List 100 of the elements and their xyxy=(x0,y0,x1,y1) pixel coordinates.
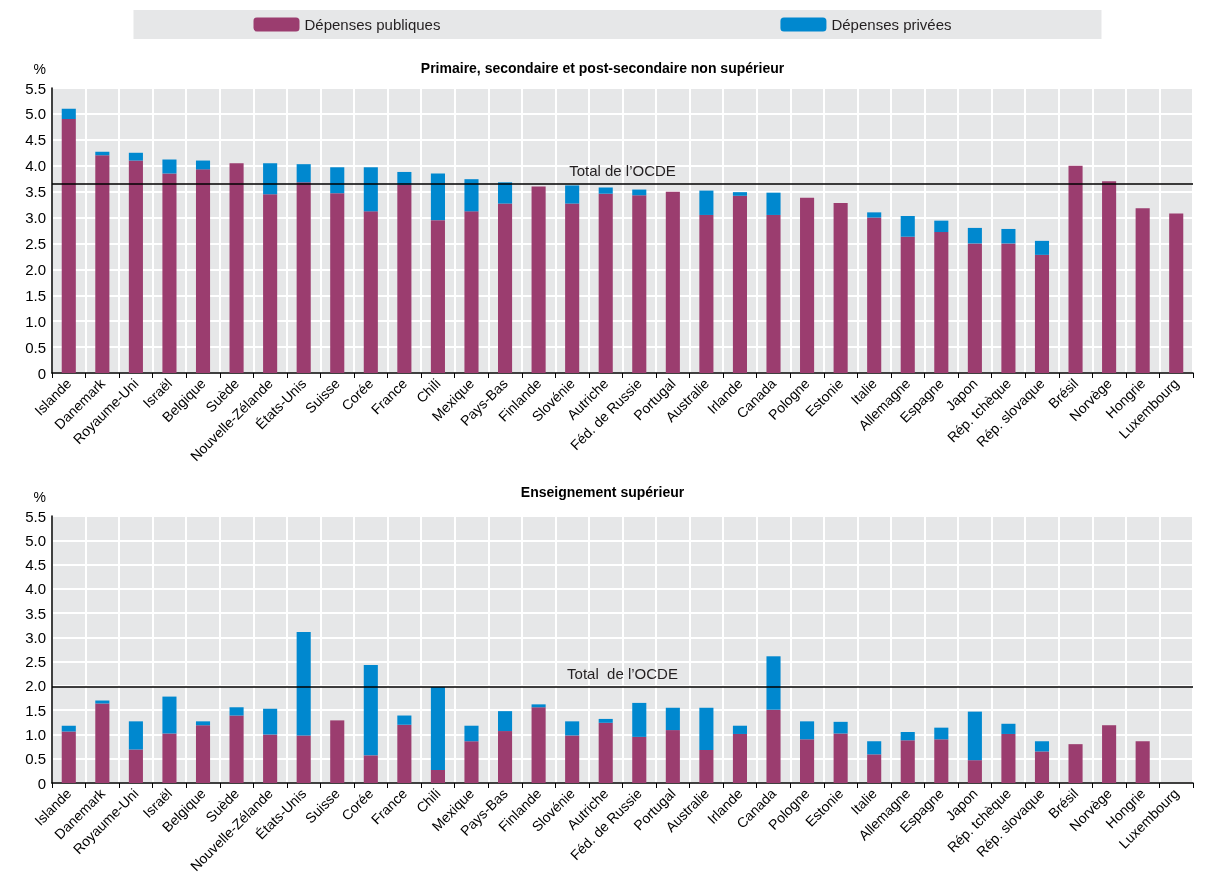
bar xyxy=(1068,165,1083,373)
bar xyxy=(128,160,143,373)
bar xyxy=(1034,254,1050,373)
bar xyxy=(565,721,580,736)
bar xyxy=(1001,733,1016,783)
bar xyxy=(363,665,378,756)
bar xyxy=(934,727,949,740)
bar xyxy=(833,733,848,783)
bar xyxy=(330,193,345,373)
bar xyxy=(498,182,513,204)
legend-label: Dépenses privées xyxy=(831,16,952,33)
y-axis-title: % xyxy=(33,61,46,77)
bar xyxy=(665,707,680,731)
y-tick-label: 0.5 xyxy=(25,338,46,356)
bar xyxy=(363,755,378,783)
bar xyxy=(95,155,110,373)
y-tick-label: 3.0 xyxy=(25,628,46,646)
bar xyxy=(531,186,546,373)
y-tick-label: 4.5 xyxy=(25,131,46,149)
bar xyxy=(397,184,412,373)
bar xyxy=(195,725,211,783)
y-tick-label: 5.5 xyxy=(25,79,46,97)
y-tick-label: 2.5 xyxy=(25,653,46,671)
bar xyxy=(1034,741,1050,752)
bar xyxy=(1102,181,1117,373)
bar xyxy=(61,119,76,373)
bar xyxy=(229,163,244,373)
y-tick-label: 1.5 xyxy=(25,701,46,719)
bar xyxy=(900,740,915,783)
bar xyxy=(430,220,445,373)
bar xyxy=(162,159,177,174)
y-tick-label: 5.5 xyxy=(25,507,46,525)
y-tick-label: 0 xyxy=(37,364,46,382)
bar xyxy=(1135,208,1150,373)
bar xyxy=(699,707,714,750)
y-tick-label: 0.5 xyxy=(25,750,46,768)
bar xyxy=(128,152,143,161)
bar xyxy=(61,731,76,783)
bar xyxy=(1068,744,1083,783)
bar xyxy=(900,215,915,237)
bar xyxy=(296,632,311,736)
bar xyxy=(531,707,546,783)
bar xyxy=(229,715,244,783)
y-axis-title: % xyxy=(33,489,46,505)
y-tick-label: 1.0 xyxy=(25,312,46,330)
bar xyxy=(430,686,445,770)
bar xyxy=(632,702,647,737)
bar xyxy=(732,192,747,196)
bar xyxy=(195,721,211,726)
bar xyxy=(632,195,647,373)
bar xyxy=(296,735,311,783)
bar xyxy=(95,703,110,783)
bar xyxy=(330,167,345,194)
y-tick-label: 4.0 xyxy=(25,580,46,598)
bar xyxy=(296,182,311,373)
y-tick-label: 5.0 xyxy=(25,105,46,123)
bar xyxy=(867,212,882,218)
legend-label: Dépenses publiques xyxy=(304,16,441,33)
bar xyxy=(665,191,680,373)
bar xyxy=(967,760,982,783)
bar xyxy=(162,173,177,373)
ref-line-label: Total de l’OCDE xyxy=(569,162,676,180)
y-tick-label: 3.0 xyxy=(25,209,46,227)
bar xyxy=(61,725,76,732)
bar xyxy=(867,741,882,755)
bar xyxy=(1102,725,1117,783)
y-tick-label: 2.0 xyxy=(25,677,46,695)
bar xyxy=(732,733,747,783)
bar xyxy=(363,167,378,212)
bar xyxy=(800,197,815,373)
bar xyxy=(464,179,479,212)
bar xyxy=(263,734,278,783)
y-tick-label: 5.0 xyxy=(25,531,46,549)
bar xyxy=(263,194,278,373)
ref-line-label: Total de l’OCDE xyxy=(567,665,678,683)
bar xyxy=(1135,741,1150,783)
bar xyxy=(800,739,815,783)
bar xyxy=(967,243,982,373)
bar xyxy=(900,732,915,741)
bar xyxy=(565,185,580,204)
bar xyxy=(128,749,143,783)
bar xyxy=(598,722,613,783)
bar xyxy=(598,187,613,194)
bar xyxy=(330,720,345,783)
bar xyxy=(1001,243,1016,373)
bar xyxy=(162,696,177,734)
bar xyxy=(464,741,479,783)
bar xyxy=(967,227,982,244)
bar xyxy=(732,725,747,734)
bar xyxy=(195,160,211,170)
bar xyxy=(397,715,412,725)
bar xyxy=(934,220,949,233)
bar xyxy=(565,203,580,373)
y-tick-label: 1.0 xyxy=(25,725,46,743)
bar xyxy=(195,169,211,373)
y-tick-label: 3.5 xyxy=(25,183,46,201)
bar xyxy=(363,211,378,373)
bar xyxy=(766,656,781,710)
bar xyxy=(95,700,110,704)
bar xyxy=(833,721,848,734)
